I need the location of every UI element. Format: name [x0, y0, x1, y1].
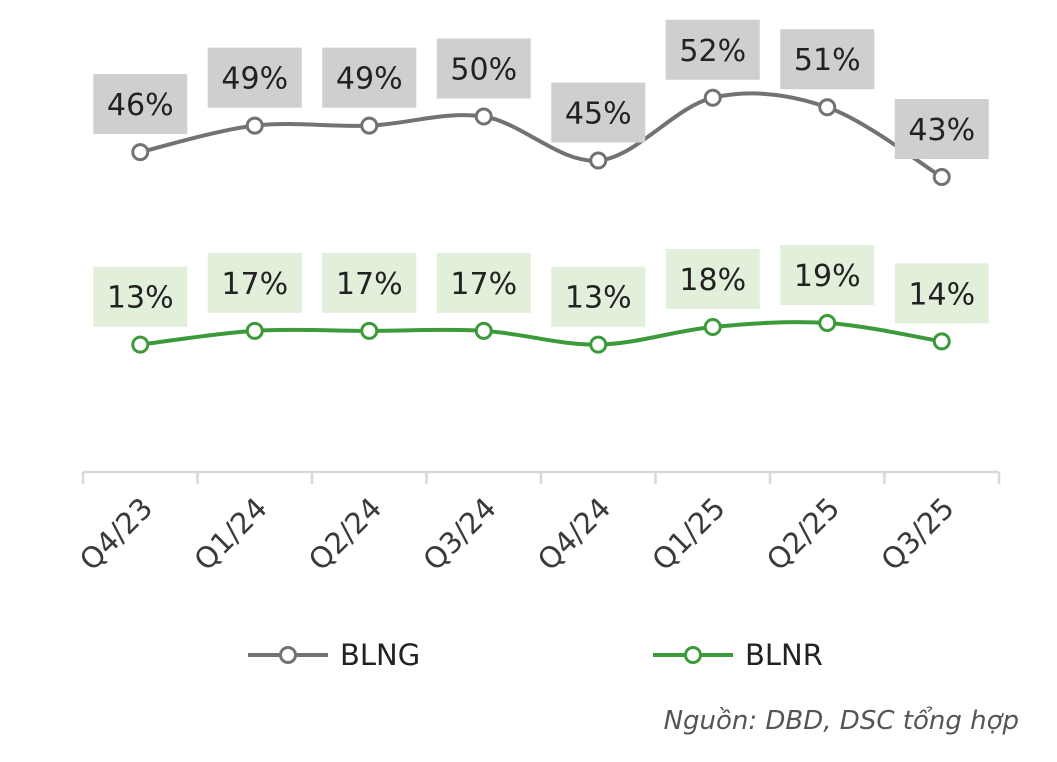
- data-label-blnr: 17%: [336, 267, 403, 302]
- data-label-blng: 45%: [565, 97, 632, 132]
- source-note: Nguồn: DBD, DSC tổng hợp: [663, 706, 1019, 736]
- data-label-blnr: 18%: [679, 263, 746, 298]
- data-label-layer: 46% 49% 49% 50% 45% 52% 51% 43% 13% 17% 17% 17% 13% 1…: [93, 19, 989, 327]
- point-blng: [474, 107, 493, 126]
- point-blnr: [474, 321, 493, 340]
- point-blnr: [932, 332, 951, 351]
- data-label-blnr: 14%: [908, 277, 975, 312]
- x-tick-label: Q4/24: [531, 491, 617, 577]
- x-tick-label: Q2/24: [302, 491, 388, 577]
- legend-label-blng: BLNG: [340, 638, 420, 672]
- data-label-blng: 49%: [221, 62, 288, 97]
- data-label-box-blnr: [436, 252, 531, 313]
- x-tick-label: Q1/24: [187, 491, 273, 577]
- x-tick-label: Q2/25: [760, 491, 846, 577]
- point-blnr: [245, 321, 264, 340]
- x-tick-label: Q1/25: [645, 491, 731, 577]
- data-label-box-blng: [780, 29, 875, 90]
- data-label-box-blng: [894, 99, 989, 160]
- data-label-box-blng: [322, 47, 417, 108]
- point-blng: [589, 151, 608, 170]
- point-blng: [245, 116, 264, 135]
- data-label-box-blnr: [780, 244, 875, 305]
- data-label-box-blnr: [322, 252, 417, 313]
- data-label-blnr: 13%: [565, 281, 632, 316]
- data-label-box-blng: [436, 38, 531, 99]
- data-label-box-blnr: [665, 248, 760, 309]
- point-blnr: [703, 317, 722, 336]
- data-label-box-blng: [665, 19, 760, 80]
- data-label-blng: 46%: [107, 88, 174, 123]
- legend-marker-blng: [279, 646, 297, 664]
- data-label-blnr: 17%: [221, 267, 288, 302]
- data-label-box-blng: [551, 82, 646, 143]
- data-label-blnr: 19%: [794, 259, 861, 294]
- data-label-blng: 49%: [336, 62, 403, 97]
- point-blng: [703, 88, 722, 107]
- point-blnr: [818, 313, 837, 332]
- point-blnr: [360, 321, 379, 340]
- x-tick-label: Q3/24: [416, 491, 502, 577]
- data-label-box-blng: [93, 74, 188, 135]
- legend-label-blnr: BLNR: [745, 638, 823, 672]
- data-label-blnr: 17%: [450, 267, 517, 302]
- data-label-box-blng: [207, 47, 302, 108]
- series-layer: [131, 88, 951, 354]
- data-label-blng: 52%: [679, 34, 746, 69]
- data-label-box-blnr: [93, 266, 188, 327]
- point-blnr: [589, 335, 608, 354]
- data-label-blng: 50%: [450, 53, 517, 88]
- data-label-blnr: 13%: [107, 281, 174, 316]
- series-line-blnr: [138, 320, 944, 347]
- point-blng: [360, 116, 379, 135]
- point-blng: [818, 98, 837, 117]
- x-tick-label: Q3/25: [874, 491, 960, 577]
- point-blng: [932, 168, 951, 187]
- point-blng: [131, 143, 150, 162]
- data-label-box-blnr: [894, 263, 989, 324]
- x-tick-label: Q4/23: [73, 491, 159, 577]
- data-label-blng: 51%: [794, 43, 861, 78]
- x-axis: [81, 470, 1001, 484]
- data-label-blng: 43%: [908, 113, 975, 148]
- point-blnr: [131, 335, 150, 354]
- data-label-box-blnr: [551, 266, 646, 327]
- x-tick-labels: Q4/23 Q1/24 Q2/24 Q3/24 Q4/24 Q1/25 Q2/25 Q3/25: [73, 491, 961, 577]
- legend: BLNG BLNR: [248, 638, 823, 672]
- legend-marker-blnr: [684, 646, 702, 664]
- data-label-box-blnr: [207, 252, 302, 313]
